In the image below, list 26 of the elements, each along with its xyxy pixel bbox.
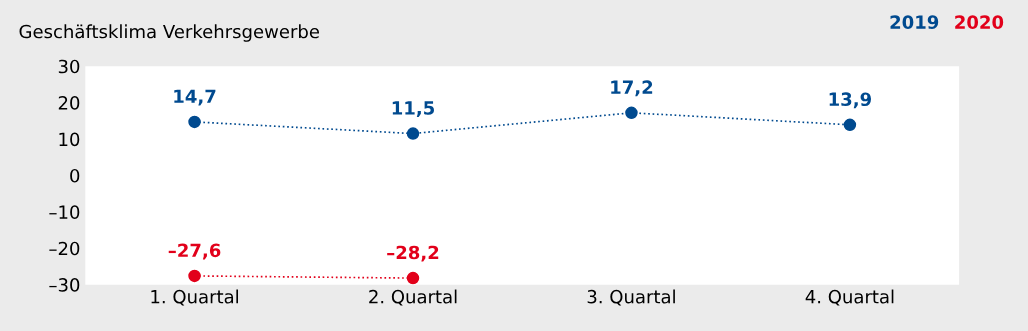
- point: [188, 115, 201, 129]
- point: [843, 118, 857, 132]
- point: [188, 269, 201, 283]
- data-label: 13,9: [829, 92, 872, 109]
- point: [625, 106, 638, 120]
- x-tick-label: 3. Quartal: [587, 289, 675, 306]
- text: 2020: [955, 15, 1004, 29]
- x-tick-label: 2. Quartal: [369, 289, 457, 306]
- point: [406, 127, 420, 140]
- y-tick-label: 30: [58, 59, 80, 74]
- point: [406, 271, 420, 285]
- y-tick-label: 0: [70, 168, 80, 183]
- y-tick-label: –10: [49, 205, 80, 219]
- y-tick-label: 20: [58, 96, 80, 110]
- data-label: 17,2: [611, 80, 653, 97]
- chart-title: Geschäftsklima Verkehrsgewerbe: [19, 24, 319, 42]
- data-label: –28,2: [387, 245, 439, 262]
- y-tick-label: –30: [49, 278, 80, 292]
- text: 2019: [890, 15, 939, 29]
- y-tick-label: 10: [59, 132, 80, 147]
- data-label: 14,7: [174, 89, 216, 106]
- data-label: –27,6: [168, 243, 221, 260]
- y-tick-label: –20: [49, 241, 80, 256]
- data-label: 11,5: [392, 101, 435, 118]
- x-tick-label: 4. Quartal: [805, 289, 894, 306]
- x-tick-label: 1. Quartal: [151, 289, 238, 306]
